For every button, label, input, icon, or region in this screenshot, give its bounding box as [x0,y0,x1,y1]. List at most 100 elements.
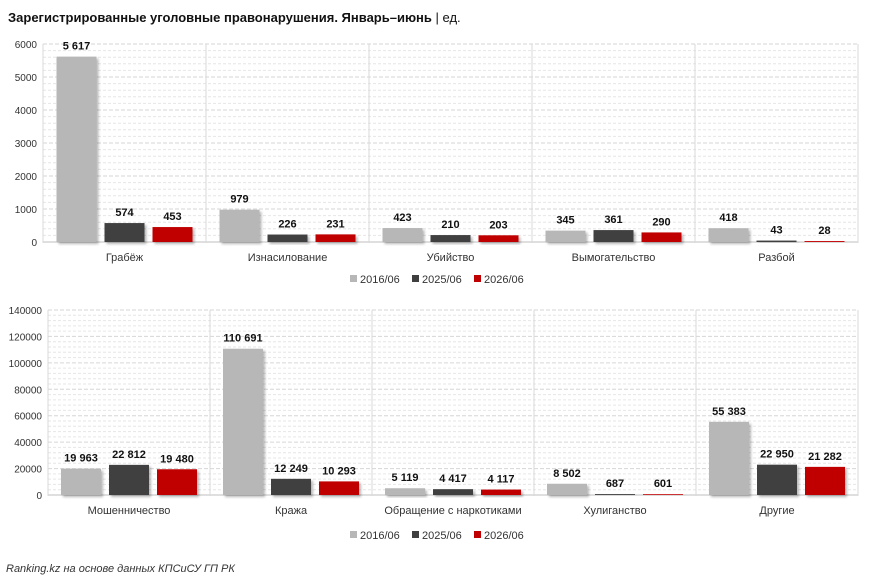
data-label: 4 117 [488,474,515,486]
data-label: 418 [719,212,737,224]
y-tick-label: 140000 [9,306,43,317]
bar [223,348,263,495]
legend: 2016/06 2025/06 2026/06 [350,530,524,542]
category-label: Грабёж [106,252,144,264]
data-label: 290 [652,216,670,228]
legend-label: 2025/06 [422,530,462,542]
data-label: 21 282 [808,451,842,463]
chart-title-text: Зарегистрированные уголовные правонаруше… [8,10,432,25]
bar [709,421,749,495]
legend-label: 2016/06 [360,274,400,286]
data-label: 979 [230,194,248,206]
category-label: Хулиганство [583,505,646,517]
y-tick-label: 6000 [15,40,38,51]
y-tick-label: 1000 [15,205,38,216]
y-tick-label: 20000 [14,465,42,476]
y-tick-label: 120000 [9,332,43,343]
data-label: 226 [278,219,296,231]
bar [104,223,145,242]
chart-1: 0 1000 2000 3000 4000 5000 6000 5 617 574 453 Граб… [15,40,859,286]
data-label: 210 [441,219,459,231]
bar [61,468,101,495]
bar [595,494,635,495]
data-label: 110 691 [223,333,262,345]
source-footer: Ranking.kz на основе данных КПСиСУ ГП РК [6,563,235,575]
category-label: Изнасилование [248,252,328,264]
data-label: 203 [489,219,507,231]
chart-title: Зарегистрированные уголовные правонаруше… [8,10,461,25]
bar [756,240,797,242]
data-label: 43 [770,225,782,237]
data-label: 574 [115,207,134,219]
data-label: 22 950 [760,449,794,461]
category-label: Обращение с наркотиками [384,505,521,517]
bar [547,483,587,495]
legend-label: 2016/06 [360,530,400,542]
data-label: 361 [604,214,622,226]
chart-2: 0 20000 40000 60000 80000 100000 120000 140000 1… [9,306,859,542]
y-tick-label: 40000 [14,438,42,449]
category-label: Кража [275,505,308,517]
data-label: 12 249 [274,463,308,475]
legend-swatch [474,531,481,538]
bar [152,227,193,242]
data-label: 28 [818,225,830,237]
legend-label: 2026/06 [484,274,524,286]
data-label: 423 [393,212,411,224]
bar [478,235,519,242]
bar [319,481,359,495]
bar [382,228,423,242]
category-label: Убийство [427,252,475,264]
legend-swatch [474,275,481,282]
data-label: 687 [606,478,624,490]
bar [219,209,260,242]
y-tick-label: 2000 [15,172,38,183]
bar [385,488,425,495]
data-label: 19 963 [64,453,98,465]
data-label: 601 [654,478,672,490]
bar [157,469,197,495]
data-label: 10 293 [322,465,356,477]
bar [271,478,311,495]
bar [315,234,356,242]
bar [641,232,682,242]
data-label: 453 [163,211,181,223]
y-tick-label: 80000 [14,385,42,396]
y-tick-label: 5000 [15,73,38,84]
y-tick-label: 0 [31,238,37,249]
bar [757,464,797,495]
legend: 2016/06 2025/06 2026/06 [350,274,524,286]
data-label: 345 [556,215,574,227]
category-label: Другие [759,505,794,517]
legend-label: 2025/06 [422,274,462,286]
bar [56,56,97,242]
category-label: Вымогательство [572,252,656,264]
data-label: 231 [326,218,344,230]
y-tick-label: 4000 [15,106,38,117]
y-tick-label: 60000 [14,412,42,423]
category-label: Мошенничество [88,505,171,517]
legend-swatch [412,531,419,538]
data-label: 4 417 [439,473,467,485]
category-label: Разбой [758,252,794,264]
bar [430,235,471,242]
legend-label: 2026/06 [484,530,524,542]
data-label: 5 119 [392,472,419,484]
bar [267,234,308,242]
bar [805,466,845,495]
data-label: 5 617 [63,41,91,53]
chart-title-unit: | ед. [435,10,461,25]
legend-swatch [350,275,357,282]
legend-swatch [350,531,357,538]
bar [109,464,149,495]
bar [481,489,521,495]
y-tick-label: 0 [36,491,42,502]
bar [545,230,586,242]
bar [804,241,845,242]
legend-swatch [412,275,419,282]
y-tick-label: 100000 [9,359,43,370]
bar [708,228,749,242]
bar [593,230,634,242]
data-label: 19 480 [160,453,194,465]
